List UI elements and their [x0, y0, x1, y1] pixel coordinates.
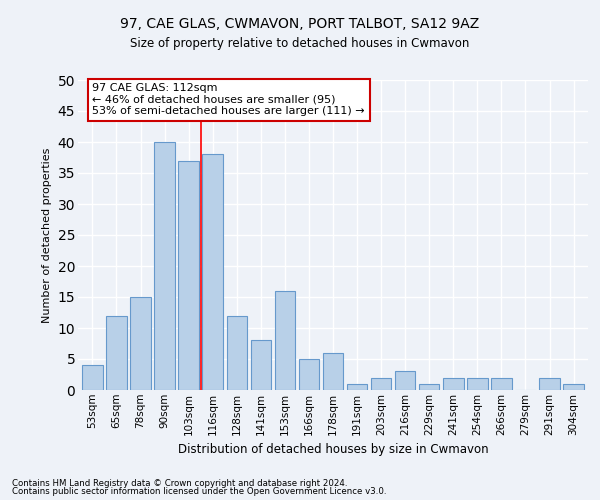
Bar — [178, 160, 199, 390]
Bar — [227, 316, 247, 390]
Text: Contains public sector information licensed under the Open Government Licence v3: Contains public sector information licen… — [12, 487, 386, 496]
Bar — [154, 142, 175, 390]
Bar — [323, 353, 343, 390]
Bar — [371, 378, 391, 390]
Bar — [106, 316, 127, 390]
Bar — [419, 384, 439, 390]
Bar — [347, 384, 367, 390]
Bar — [130, 297, 151, 390]
Bar — [275, 291, 295, 390]
Bar — [395, 372, 415, 390]
Text: 97 CAE GLAS: 112sqm
← 46% of detached houses are smaller (95)
53% of semi-detach: 97 CAE GLAS: 112sqm ← 46% of detached ho… — [92, 83, 365, 116]
Bar — [467, 378, 488, 390]
Bar — [202, 154, 223, 390]
Bar — [82, 365, 103, 390]
Text: Size of property relative to detached houses in Cwmavon: Size of property relative to detached ho… — [130, 38, 470, 51]
Bar — [443, 378, 464, 390]
Bar — [491, 378, 512, 390]
Bar — [539, 378, 560, 390]
Bar — [299, 359, 319, 390]
Y-axis label: Number of detached properties: Number of detached properties — [42, 148, 52, 322]
Text: 97, CAE GLAS, CWMAVON, PORT TALBOT, SA12 9AZ: 97, CAE GLAS, CWMAVON, PORT TALBOT, SA12… — [121, 18, 479, 32]
Text: Contains HM Land Registry data © Crown copyright and database right 2024.: Contains HM Land Registry data © Crown c… — [12, 478, 347, 488]
Bar — [251, 340, 271, 390]
Bar — [563, 384, 584, 390]
X-axis label: Distribution of detached houses by size in Cwmavon: Distribution of detached houses by size … — [178, 443, 488, 456]
